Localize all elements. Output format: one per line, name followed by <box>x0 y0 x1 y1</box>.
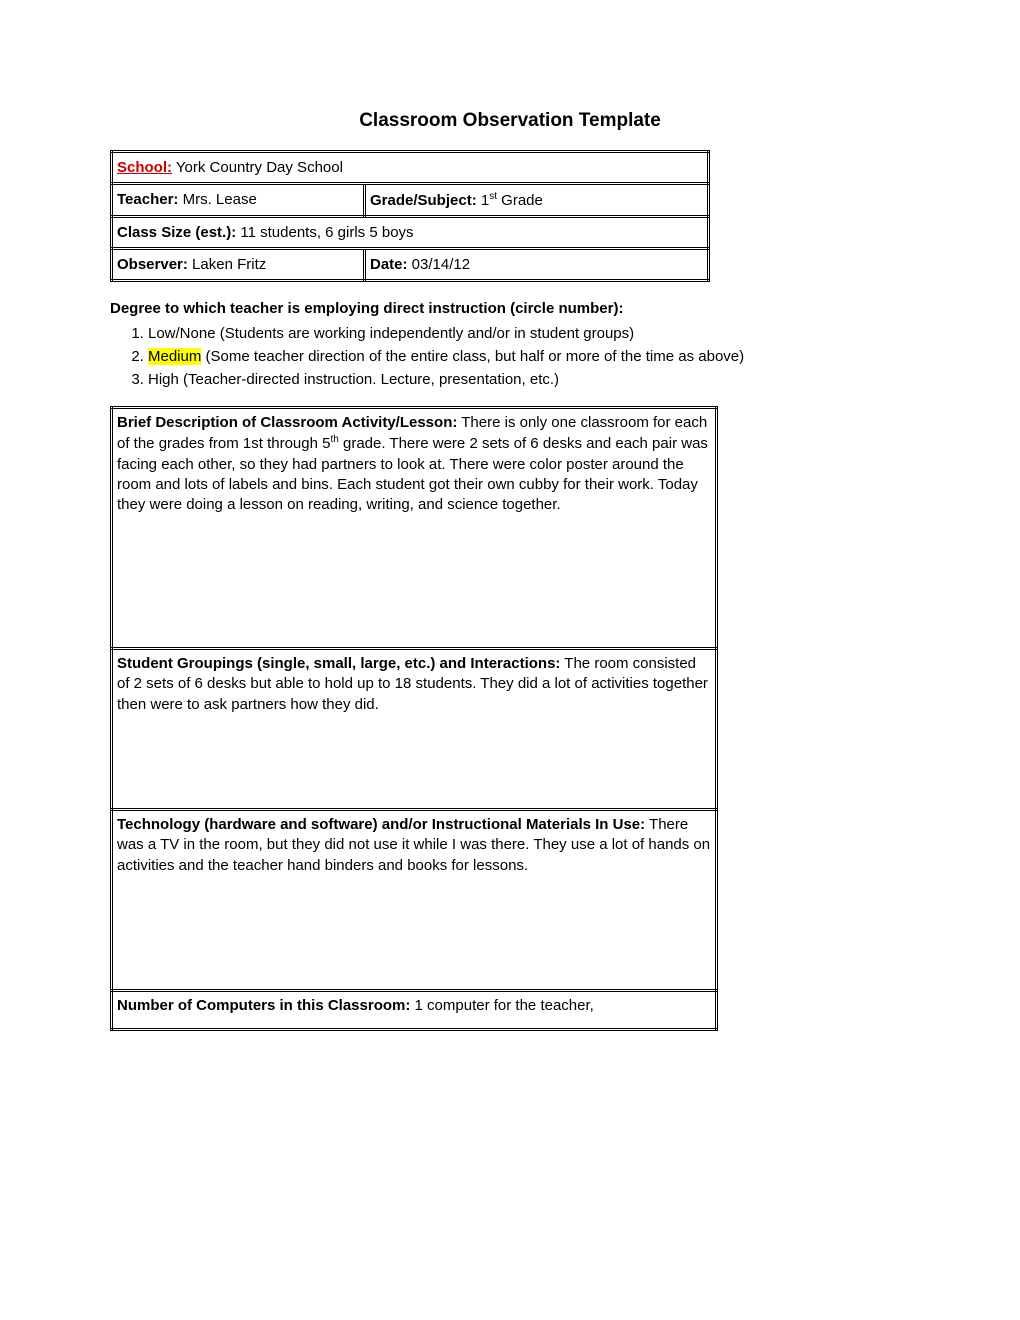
school-label: School: <box>117 159 172 176</box>
teacher-value: Mrs. Lease <box>178 191 256 208</box>
computers-text: 1 computer for the teacher, <box>410 997 593 1014</box>
technology-label: Technology (hardware and software) and/o… <box>117 816 645 833</box>
header-table: School: York Country Day School Teacher:… <box>110 150 710 282</box>
date-cell: Date: 03/14/12 <box>365 249 709 281</box>
school-value: York Country Day School <box>172 159 343 176</box>
narrative-table: Brief Description of Classroom Activity/… <box>110 406 718 1031</box>
groupings-label: Student Groupings (single, small, large,… <box>117 655 560 672</box>
observer-cell: Observer: Laken Fritz <box>112 249 365 281</box>
table-row: Brief Description of Classroom Activity/… <box>112 408 717 649</box>
observer-label: Observer: <box>117 256 188 273</box>
description-sup: th <box>330 434 338 445</box>
grade-cell: Grade/Subject: 1st Grade <box>365 184 709 217</box>
degree-heading: Degree to which teacher is employing dir… <box>110 300 910 317</box>
page-title: Classroom Observation Template <box>110 110 910 132</box>
table-row: Teacher: Mrs. Lease Grade/Subject: 1st G… <box>112 184 709 217</box>
degree-item-1: Low/None (Students are working independe… <box>148 325 910 342</box>
degree-item-3: High (Teacher-directed instruction. Lect… <box>148 371 910 388</box>
groupings-cell: Student Groupings (single, small, large,… <box>112 649 717 810</box>
page: Classroom Observation Template School: Y… <box>0 0 1020 1091</box>
computers-label: Number of Computers in this Classroom: <box>117 997 410 1014</box>
class-size-cell: Class Size (est.): 11 students, 6 girls … <box>112 217 709 249</box>
table-row: Observer: Laken Fritz Date: 03/14/12 <box>112 249 709 281</box>
computers-cell: Number of Computers in this Classroom: 1… <box>112 991 717 1030</box>
degree-item-2: Medium (Some teacher direction of the en… <box>148 348 910 365</box>
degree-list: Low/None (Students are working independe… <box>148 325 910 388</box>
grade-label: Grade/Subject: <box>370 192 477 209</box>
date-value: 03/14/12 <box>408 256 471 273</box>
degree-item-2-rest: (Some teacher direction of the entire cl… <box>201 348 744 365</box>
description-label: Brief Description of Classroom Activity/… <box>117 414 457 431</box>
class-size-label: Class Size (est.): <box>117 224 236 241</box>
date-label: Date: <box>370 256 408 273</box>
grade-value-sup: st <box>489 191 497 202</box>
class-size-value: 11 students, 6 girls 5 boys <box>236 224 413 241</box>
school-cell: School: York Country Day School <box>112 152 709 184</box>
table-row: Technology (hardware and software) and/o… <box>112 810 717 991</box>
table-row: School: York Country Day School <box>112 152 709 184</box>
table-row: Student Groupings (single, small, large,… <box>112 649 717 810</box>
table-row: Class Size (est.): 11 students, 6 girls … <box>112 217 709 249</box>
grade-value-pre: 1 <box>477 192 490 209</box>
degree-item-2-highlight: Medium <box>148 348 201 365</box>
table-row: Number of Computers in this Classroom: 1… <box>112 991 717 1030</box>
technology-cell: Technology (hardware and software) and/o… <box>112 810 717 991</box>
teacher-cell: Teacher: Mrs. Lease <box>112 184 365 217</box>
description-cell: Brief Description of Classroom Activity/… <box>112 408 717 649</box>
grade-value-post: Grade <box>497 192 543 209</box>
observer-value: Laken Fritz <box>188 256 266 273</box>
teacher-label: Teacher: <box>117 191 178 208</box>
